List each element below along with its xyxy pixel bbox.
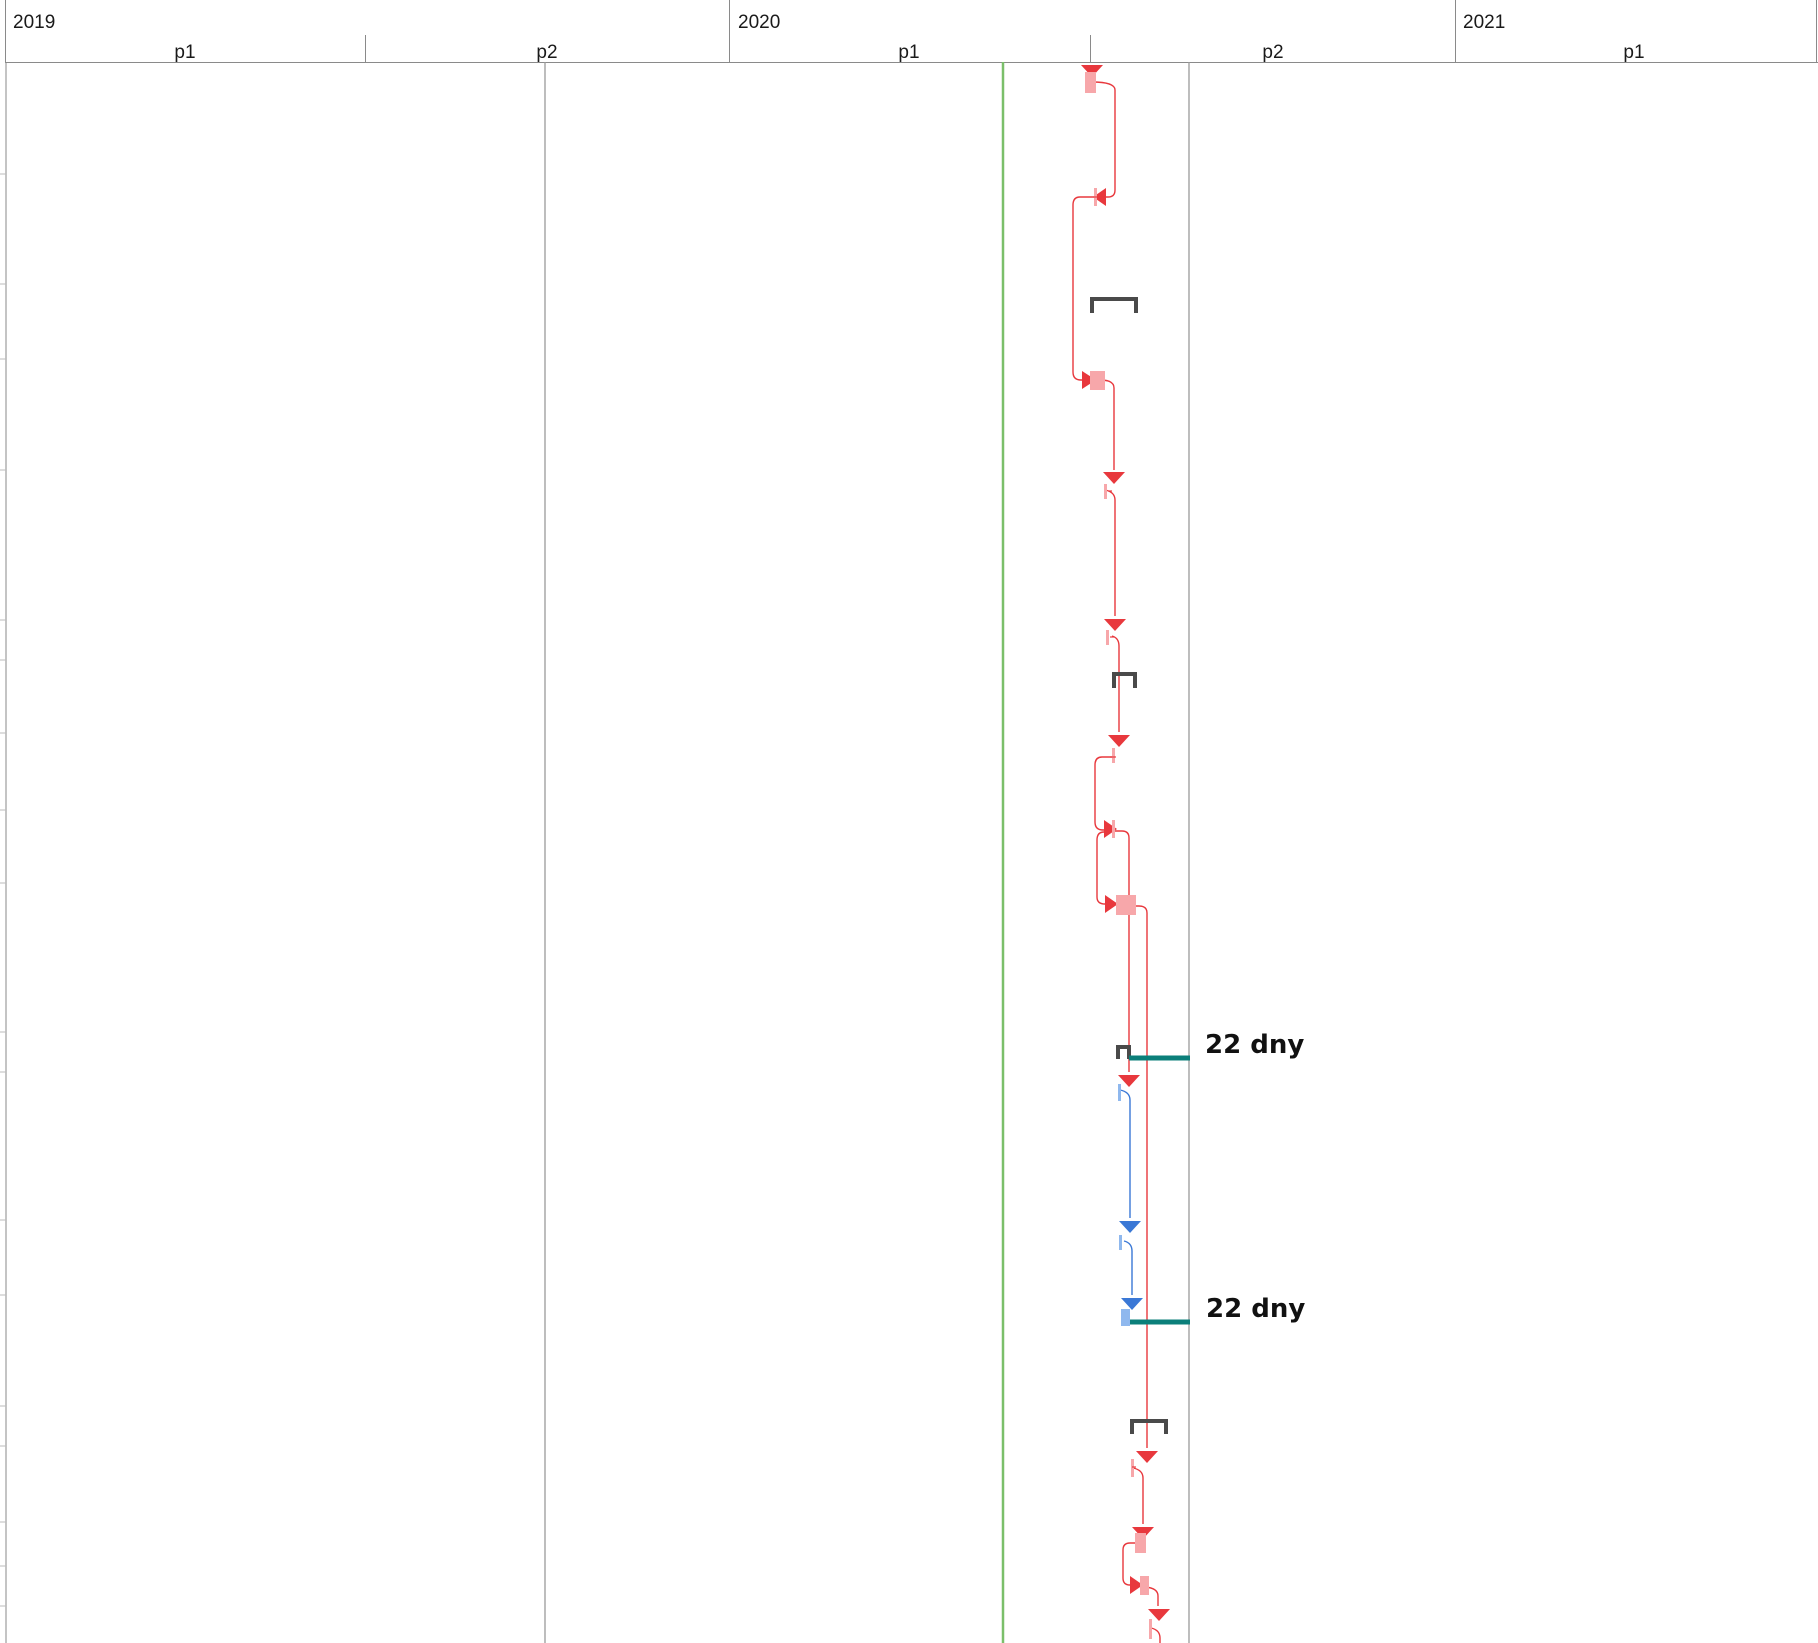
normal-task-bars [1118,1084,1130,1326]
critical-arrowheads [1081,65,1170,1621]
normal-arrowheads [1119,1221,1143,1310]
critical-task-ticks [1094,196,1136,1468]
summary-bars [1090,297,1168,1434]
year-label-2019: 2019 [13,12,56,33]
timescale-divider [729,0,730,62]
period-label: p2 [536,42,558,63]
duration-label: 22 dny [1205,1030,1305,1060]
year-label-2021: 2021 [1463,12,1506,33]
period-label: p1 [898,42,920,63]
timescale-divider [365,35,366,62]
timescale-bottom-border [5,62,1818,63]
critical-links [1072,81,1161,1643]
critical-task-bars [1085,72,1152,1639]
timescale-header: 2019 2020 2021 p1 p2 p1 p2 p1 [0,0,1818,63]
period-label: p1 [174,42,196,63]
slack-bars [1129,1055,1190,1325]
timescale-divider [1816,0,1817,62]
row-ticks [0,173,6,1607]
duration-label: 22 dny [1206,1294,1306,1324]
year-label-2020: 2020 [738,12,781,33]
period-label: p1 [1623,42,1645,63]
timescale-divider [5,0,6,62]
timescale-divider [1455,0,1456,62]
normal-links [1119,1089,1133,1295]
timescale-divider [1090,35,1091,62]
period-label: p2 [1262,42,1284,63]
